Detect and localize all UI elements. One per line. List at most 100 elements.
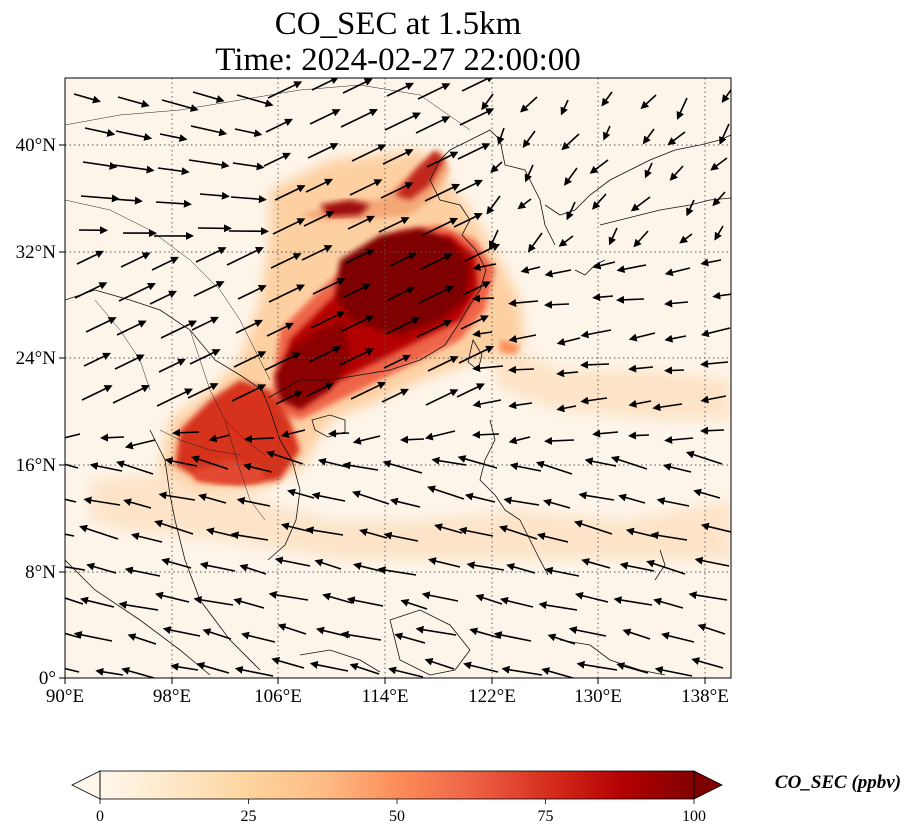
wind-arrow xyxy=(340,109,378,128)
wind-arrow xyxy=(508,299,539,308)
wind-arrow xyxy=(427,485,465,500)
wind-arrow xyxy=(421,591,459,602)
wind-arrow xyxy=(457,143,491,160)
wind-arrow xyxy=(382,460,423,474)
lon-tick-label: 138°E xyxy=(681,686,729,707)
wind-arrow xyxy=(84,127,116,137)
wind-arrow xyxy=(311,491,346,502)
wind-arrow xyxy=(580,396,608,405)
wind-arrow xyxy=(425,389,459,406)
wind-arrow xyxy=(359,528,388,539)
wind-arrow xyxy=(472,263,497,271)
wind-arrow xyxy=(193,595,234,606)
wind-arrow xyxy=(80,194,120,203)
wind-arrow xyxy=(472,329,493,338)
wind-arrow xyxy=(700,426,725,435)
wind-arrow xyxy=(561,133,580,151)
wind-arrow xyxy=(270,253,302,269)
wind-arrow xyxy=(301,245,333,261)
wind-arrow xyxy=(457,455,498,469)
wind-arrow xyxy=(522,130,536,149)
wind-arrow xyxy=(499,596,534,608)
wind-arrow xyxy=(124,566,161,577)
wind-arrow xyxy=(236,94,274,108)
map-frame xyxy=(64,77,732,679)
wind-arrow xyxy=(73,630,113,642)
wind-arrow xyxy=(346,596,384,607)
wind-arrow xyxy=(312,278,346,295)
wind-arrow xyxy=(580,329,612,339)
map-panel xyxy=(65,78,731,678)
wind-arrow xyxy=(79,524,119,540)
wind-arrow xyxy=(427,356,459,372)
wind-arrow xyxy=(544,566,580,577)
wind-arrow xyxy=(394,632,426,644)
wind-arrow xyxy=(236,496,271,507)
wind-arrow xyxy=(456,383,485,398)
wind-arrow xyxy=(305,526,344,536)
wind-arrow xyxy=(613,596,653,606)
wind-arrow xyxy=(267,81,303,99)
wind-arrow xyxy=(712,291,731,300)
latitude-labels: 40°N 32°N 24°N 16°N 8°N 0° xyxy=(16,135,57,689)
wind-arrow xyxy=(161,99,199,112)
wind-arrow xyxy=(309,660,349,672)
wind-arrow xyxy=(650,531,688,541)
wind-arrow xyxy=(118,600,159,611)
lon-tick-label: 106°E xyxy=(254,686,302,707)
wind-arrow xyxy=(603,125,611,141)
wind-arrow xyxy=(422,217,459,236)
wind-arrow xyxy=(712,191,726,207)
wind-arrow xyxy=(686,199,695,217)
wind-arrow xyxy=(328,429,350,438)
wind-arrow xyxy=(342,461,379,471)
wind-arrow xyxy=(628,399,652,408)
wind-arrow xyxy=(556,404,577,413)
lon-tick-label: 114°E xyxy=(362,686,409,707)
wind-arrow xyxy=(350,381,387,400)
wind-arrow xyxy=(560,99,569,116)
wind-arrow xyxy=(472,294,495,303)
wind-arrow xyxy=(130,532,163,543)
wind-arrow xyxy=(462,281,491,296)
wind-arrow xyxy=(265,118,294,133)
wind-arrow xyxy=(305,178,334,193)
wind-arrow xyxy=(616,295,645,304)
wind-arrow xyxy=(160,320,198,339)
wind-arrow xyxy=(240,631,276,643)
wind-arrow xyxy=(685,450,723,465)
wind-arrow xyxy=(242,462,273,473)
wind-arrow xyxy=(263,152,292,167)
wind-arrow xyxy=(688,591,728,601)
wind-arrow xyxy=(676,97,688,120)
colorbar-tick-label: 50 xyxy=(389,808,405,825)
wind-arrow xyxy=(622,628,651,640)
wind-arrow xyxy=(669,165,684,181)
wind-arrow xyxy=(694,556,730,567)
wind-arrow xyxy=(472,399,502,408)
colorbar-tick-label: 0 xyxy=(96,808,104,825)
wind-arrow xyxy=(82,161,118,170)
wind-arrow xyxy=(65,597,84,605)
lat-tick-label: 40°N xyxy=(16,135,57,156)
wind-arrow xyxy=(268,590,309,601)
wind-arrow xyxy=(239,563,267,575)
wind-arrow xyxy=(306,382,335,397)
wind-arrow xyxy=(347,215,376,230)
wind-arrow xyxy=(481,93,494,111)
map-title-line-2: Time: 2024-02-27 22:00:00 xyxy=(215,42,581,78)
wind-arrow xyxy=(592,429,619,438)
wind-arrow xyxy=(556,369,579,378)
wind-arrow xyxy=(461,78,495,92)
wind-arrow xyxy=(274,185,306,201)
wind-arrow xyxy=(388,666,424,678)
wind-arrow xyxy=(151,256,180,271)
wind-arrow xyxy=(619,561,655,572)
wind-arrow xyxy=(453,212,483,228)
wind-arrow xyxy=(234,665,274,677)
wind-arrow xyxy=(415,625,457,636)
lon-tick-label: 90°E xyxy=(46,686,84,707)
wind-arrow xyxy=(156,388,194,407)
wind-arrow xyxy=(427,557,461,568)
